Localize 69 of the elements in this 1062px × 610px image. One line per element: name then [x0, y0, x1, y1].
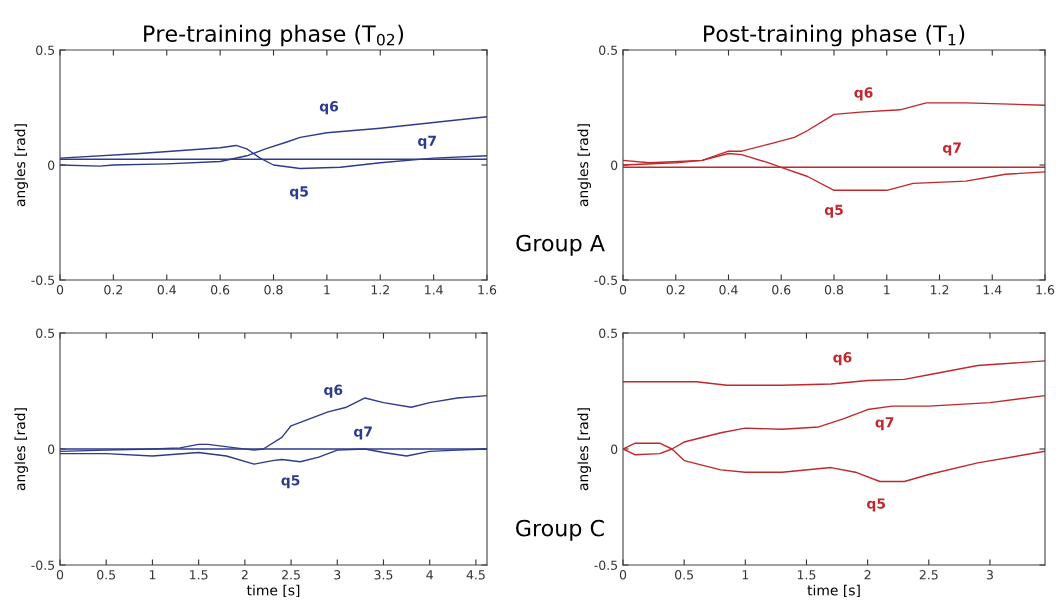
chart-title: Pre-training phase (T$_{02}$)	[144, 24, 404, 47]
x-tick-label: 1	[742, 570, 749, 580]
x-tick-label: 0.5	[97, 570, 116, 580]
x-tick-label: 0.8	[264, 285, 283, 295]
x-axis-title: time [s]	[807, 584, 860, 598]
y-axis-title: angles [rad]	[577, 408, 591, 491]
y-tick-label: 0	[611, 444, 618, 454]
chart-title: Post-training phase (T$_{1}$)	[704, 24, 965, 47]
y-tick-label: 0	[611, 160, 618, 170]
y-axis-title: angles [rad]	[577, 124, 591, 207]
y-axis-title: angles [rad]	[14, 408, 28, 491]
y-tick-label: -0.5	[31, 275, 55, 285]
x-tick-label: 1.4	[425, 285, 443, 295]
series-label: q7	[353, 426, 372, 440]
y-tick-label: -0.5	[594, 560, 618, 570]
x-tick-label: 2.5	[919, 570, 938, 580]
x-tick-label: 3.5	[374, 570, 393, 580]
y-tick-label: 0.5	[599, 45, 618, 55]
series-label: q6	[833, 352, 852, 366]
series-label: q6	[324, 384, 343, 398]
x-tick-label: 1	[324, 285, 330, 295]
x-tick-label: 1.5	[190, 570, 208, 580]
x-tick-label: 2	[241, 570, 248, 580]
x-tick-label: 0.2	[104, 285, 123, 295]
series-label: q7	[875, 417, 894, 431]
x-tick-label: 1.6	[1036, 285, 1055, 295]
x-tick-label: 0.4	[719, 285, 738, 295]
text: Group A	[516, 234, 605, 256]
x-tick-label: 3	[986, 570, 993, 580]
series-label: q7	[418, 135, 436, 149]
y-tick-label: 0	[48, 160, 55, 170]
x-tick-label: 2.5	[282, 570, 300, 580]
x-tick-label: 1	[884, 285, 890, 295]
x-tick-label: 0.8	[824, 285, 844, 295]
x-tick-label: 0	[56, 285, 64, 295]
x-tick-label: 0	[619, 285, 627, 295]
series-label: q6	[854, 87, 873, 101]
x-tick-label: 1.5	[797, 570, 816, 580]
series-label: q5	[824, 204, 843, 218]
series-label: q5	[289, 186, 308, 200]
x-tick-label: 1.2	[371, 285, 389, 295]
x-tick-label: 1.6	[478, 285, 497, 295]
y-tick-label: -0.5	[31, 560, 55, 570]
x-tick-label: 1.2	[930, 285, 949, 295]
series-label: q7	[942, 142, 961, 156]
x-axis-title: time [s]	[246, 584, 300, 598]
x-tick-label: 1	[149, 570, 156, 580]
y-tick-label: 0.5	[599, 328, 618, 338]
y-tick-label: 0.5	[36, 328, 55, 338]
x-tick-label: 1.4	[983, 285, 1002, 295]
x-tick-label: 2	[864, 570, 871, 580]
text: Group C	[516, 519, 604, 541]
series-label: q5	[867, 498, 886, 512]
x-tick-label: 0.2	[666, 285, 685, 295]
y-tick-label: 0	[48, 444, 55, 454]
x-tick-label: 0	[619, 570, 627, 580]
x-tick-label: 0.5	[675, 570, 694, 580]
series-label: q6	[319, 101, 339, 115]
y-tick-label: -0.5	[594, 275, 618, 285]
series-label: q5	[281, 475, 300, 489]
y-axis-title: angles [rad]	[14, 124, 28, 207]
x-tick-label: 4.5	[466, 570, 485, 580]
x-tick-label: 0.6	[211, 285, 230, 295]
x-tick-label: 0.6	[772, 285, 791, 295]
x-tick-label: 3	[334, 570, 341, 580]
y-tick-label: 0.5	[36, 45, 55, 55]
x-tick-label: 0.4	[157, 285, 176, 295]
x-tick-label: 4	[426, 570, 433, 580]
x-tick-label: 0	[56, 570, 64, 580]
